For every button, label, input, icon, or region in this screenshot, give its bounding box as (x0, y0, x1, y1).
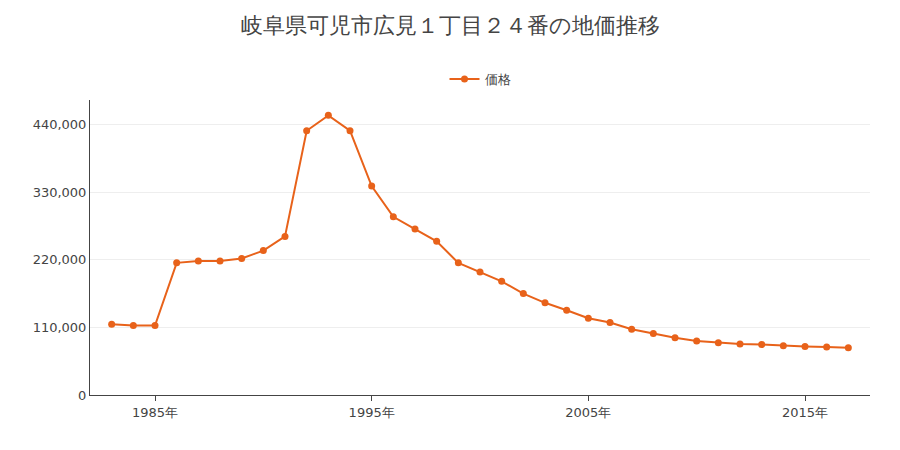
svg-text:岐阜県可児市広見１丁目２４番の地価推移: 岐阜県可児市広見１丁目２４番の地価推移 (241, 13, 660, 38)
svg-text:価格: 価格 (485, 72, 511, 87)
svg-text:2015年: 2015年 (782, 405, 828, 420)
svg-text:220,000: 220,000 (33, 252, 87, 267)
svg-text:110,000: 110,000 (33, 320, 87, 335)
svg-text:440,000: 440,000 (33, 117, 87, 132)
svg-text:2005年: 2005年 (565, 405, 611, 420)
svg-text:1985年: 1985年 (132, 405, 178, 420)
svg-text:1995年: 1995年 (349, 405, 395, 420)
svg-text:330,000: 330,000 (33, 185, 87, 200)
svg-text:0: 0 (78, 388, 86, 403)
